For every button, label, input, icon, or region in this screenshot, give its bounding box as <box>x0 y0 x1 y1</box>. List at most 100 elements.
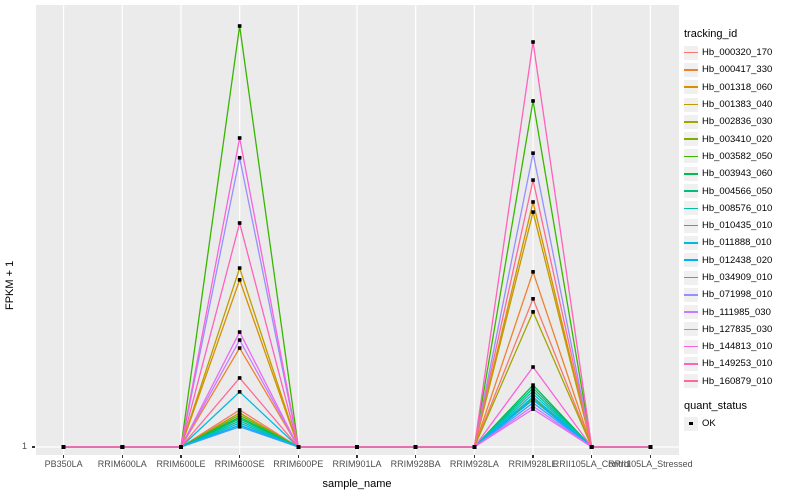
x-tick-label-RRII105LA_Stressed: RRII105LA_Stressed <box>608 459 693 469</box>
legend-key-swatch <box>684 416 698 431</box>
legend-key-swatch <box>684 287 698 302</box>
x-tick-label-RRIM600LE: RRIM600LE <box>156 459 206 469</box>
data-point <box>237 338 242 342</box>
x-axis-tick <box>62 455 65 458</box>
x-tick-label-RRIM928LE: RRIM928LE <box>508 459 558 469</box>
data-point <box>355 445 359 449</box>
legend-key-swatch <box>684 218 698 233</box>
y-axis-title: FPKM + 1 <box>4 260 16 310</box>
legend-title-tracking-id: tracking_id <box>684 28 738 40</box>
legend-item-label: Hb_149253_010 <box>702 358 773 370</box>
legend-key-line <box>684 207 698 210</box>
data-point <box>648 445 653 449</box>
legend-item-Hb_111985_030: Hb_111985_030 <box>684 303 796 320</box>
data-point <box>531 297 535 301</box>
data-point <box>531 407 535 411</box>
data-point <box>531 270 535 274</box>
data-point <box>61 445 66 449</box>
data-point <box>120 445 125 449</box>
data-point <box>531 389 535 393</box>
legend-item-Hb_003943_060: Hb_003943_060 <box>684 165 796 182</box>
legend-item-Hb_002836_030: Hb_002836_030 <box>684 113 796 130</box>
legend-key-line <box>684 103 698 106</box>
legend-item-label: Hb_002836_030 <box>702 116 773 128</box>
legend-key-line <box>684 242 698 244</box>
legend-item-Hb_011888_010: Hb_011888_010 <box>684 234 796 251</box>
x-axis-title: sample_name <box>322 478 392 490</box>
legend-key-line <box>684 224 698 227</box>
legend-item-Hb_127835_030: Hb_127835_030 <box>684 321 796 338</box>
x-tick-label-RRIM600SE: RRIM600SE <box>214 459 265 469</box>
data-point <box>531 200 535 204</box>
legend-key-swatch <box>684 322 698 337</box>
data-point <box>589 445 594 449</box>
data-point <box>531 400 535 405</box>
legend-item-label: Hb_003582_050 <box>702 150 773 162</box>
legend-key-line <box>684 380 698 383</box>
x-tick-label-RRIM928BA: RRIM928BA <box>390 459 441 469</box>
legend-key-swatch <box>684 62 698 77</box>
legend-key-swatch <box>684 253 698 268</box>
data-point <box>237 421 242 425</box>
data-point <box>237 155 242 160</box>
legend-key-line <box>684 121 698 123</box>
data-point <box>472 445 477 449</box>
legend-item-Hb_001318_060: Hb_001318_060 <box>684 79 796 96</box>
data-point <box>531 310 535 314</box>
legend-key-line <box>684 345 698 348</box>
x-tick-label-RRIM928LA: RRIM928LA <box>449 459 499 469</box>
legend-item-label: Hb_034909_010 <box>702 272 773 283</box>
legend-item-label: Hb_071998_010 <box>702 289 773 301</box>
quant-rows: OK <box>684 415 796 432</box>
x-axis-tick <box>414 455 417 458</box>
legend-key-swatch <box>684 80 698 95</box>
legend-key-line <box>684 172 698 175</box>
data-point <box>531 151 535 155</box>
legend-key-line <box>684 155 698 158</box>
x-axis-tick <box>590 455 593 458</box>
legend-key-line <box>684 138 698 140</box>
legend-key-point <box>689 421 693 426</box>
legend-key-line <box>684 259 698 261</box>
legend-item-label: Hb_001383_040 <box>702 99 773 111</box>
legend-item-Hb_003410_020: Hb_003410_020 <box>684 130 796 147</box>
legend-item-Hb_001383_040: Hb_001383_040 <box>684 96 796 113</box>
data-point <box>531 392 535 396</box>
legend-key-swatch <box>684 235 698 250</box>
data-point <box>413 445 418 449</box>
legend-item-Hb_010435_010: Hb_010435_010 <box>684 217 796 234</box>
data-point <box>531 398 535 402</box>
legend-item-Hb_003582_050: Hb_003582_050 <box>684 148 796 165</box>
data-point <box>531 210 535 214</box>
legend-key-line <box>684 51 698 54</box>
data-point <box>237 411 242 415</box>
legend-item-label: Hb_003410_020 <box>702 133 773 145</box>
data-point <box>179 445 183 449</box>
x-axis-tick <box>356 455 358 458</box>
legend-item-Hb_034909_010: Hb_034909_010 <box>684 269 796 286</box>
data-point <box>237 408 242 412</box>
legend-key-line <box>684 328 698 331</box>
x-tick-label-RRIM901LA: RRIM901LA <box>332 459 382 469</box>
legend-key-swatch <box>684 270 698 285</box>
legend-key-swatch <box>684 149 698 164</box>
data-point <box>237 419 242 423</box>
x-axis-tick <box>180 455 182 458</box>
legend-item-Hb_144813_010: Hb_144813_010 <box>684 338 796 355</box>
legend-item-label: Hb_008576_010 <box>702 202 773 214</box>
data-point <box>237 390 242 394</box>
legend-item-label: Hb_144813_010 <box>702 341 773 353</box>
x-tick-label-PB350LA: PB350LA <box>44 459 83 469</box>
legend-item-Hb_071998_010: Hb_071998_010 <box>684 286 796 303</box>
data-point <box>531 395 535 399</box>
data-point <box>237 136 242 140</box>
legend-key-swatch <box>684 339 698 354</box>
legend-key-swatch <box>684 166 698 181</box>
x-axis-tick <box>532 455 534 458</box>
legend-key-swatch <box>684 184 698 199</box>
legend-key-swatch <box>684 374 698 389</box>
data-point <box>237 346 242 350</box>
data-point <box>237 330 242 334</box>
x-axis-tick <box>297 455 300 458</box>
